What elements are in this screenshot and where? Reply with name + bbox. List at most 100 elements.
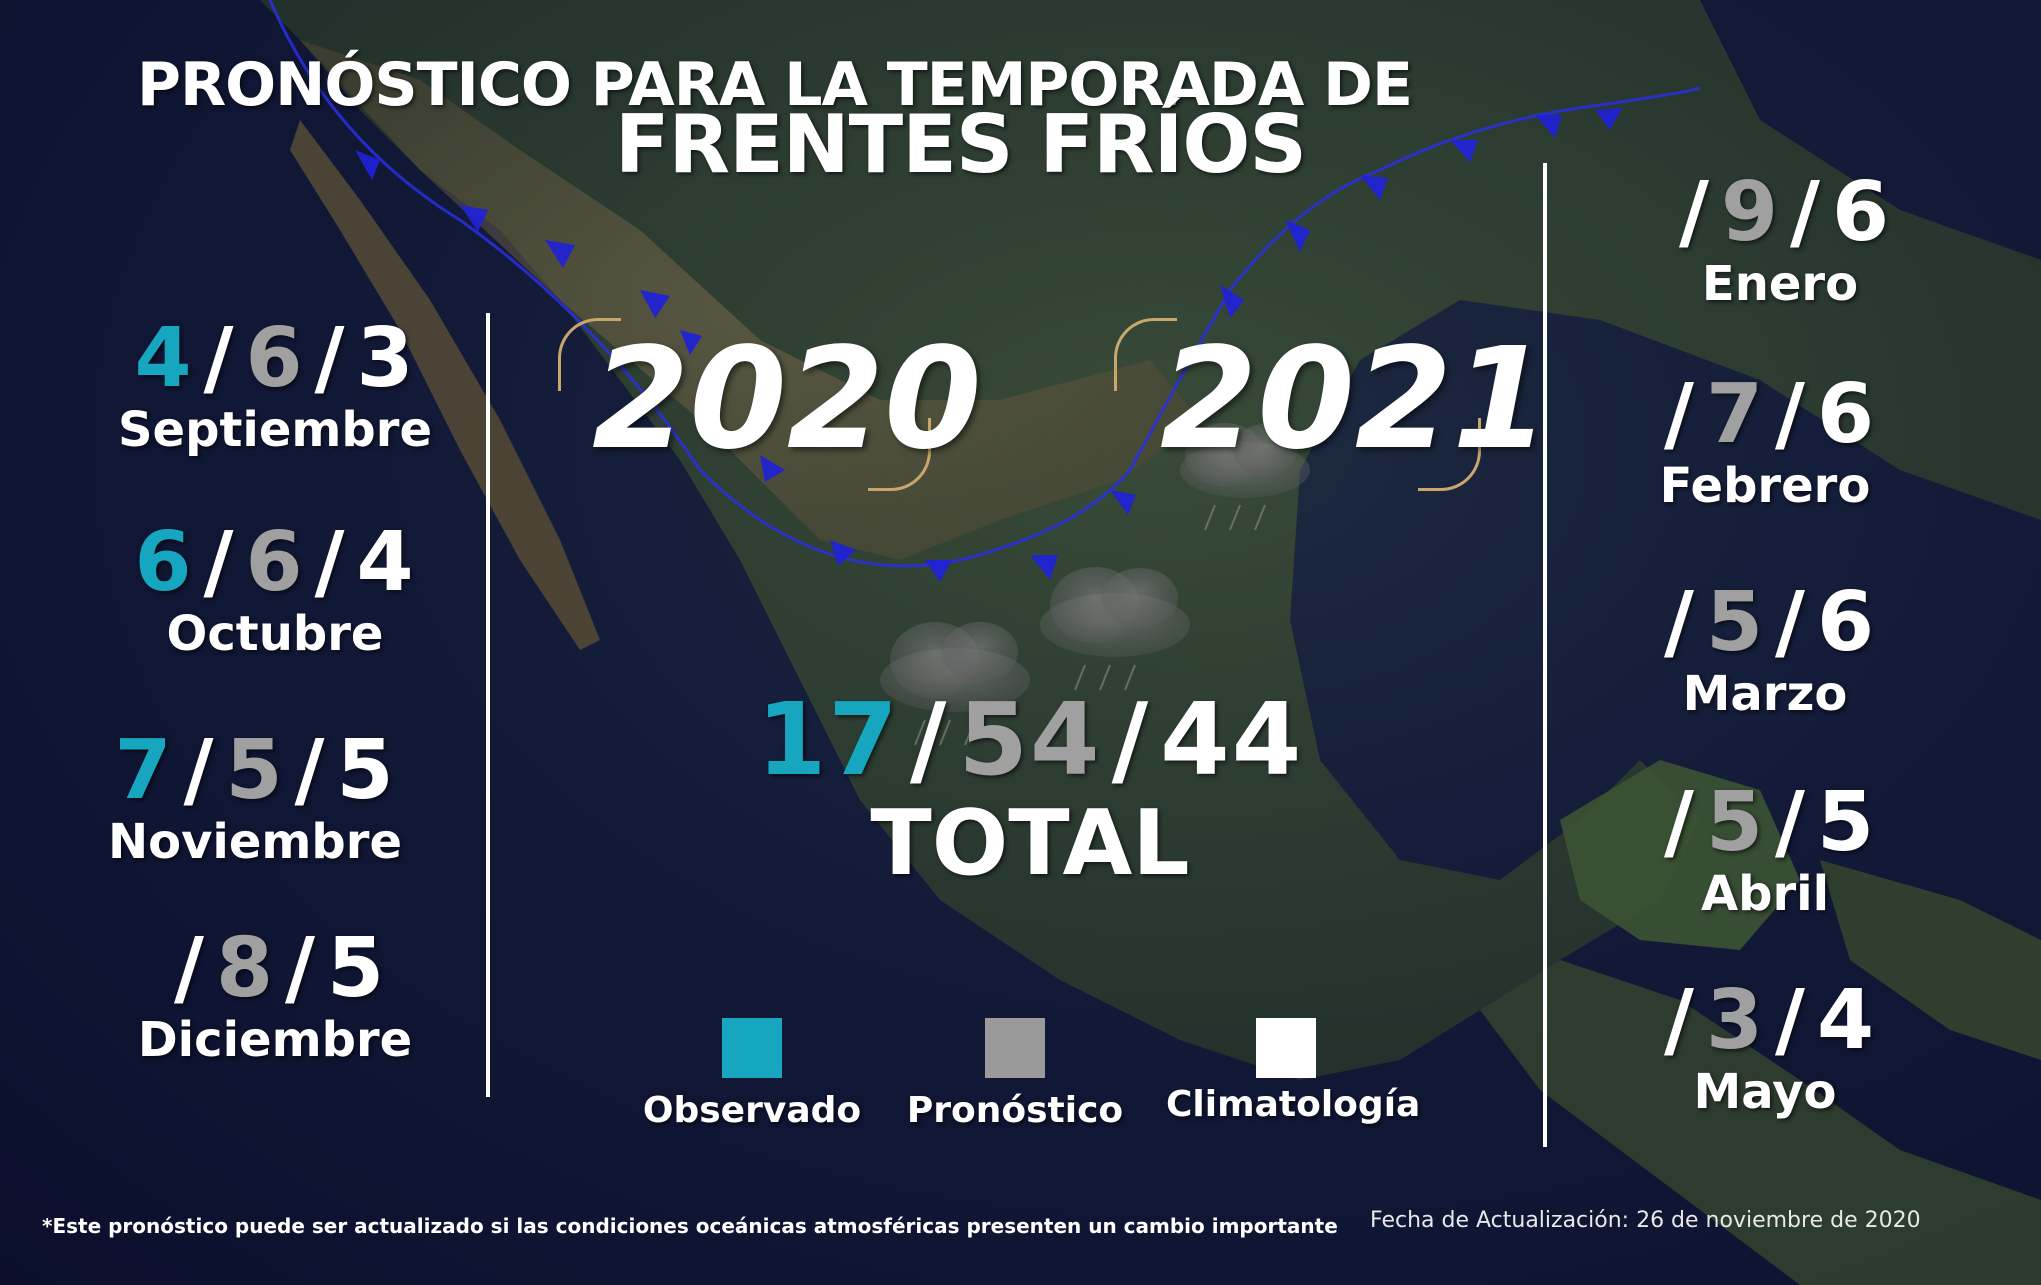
month-block-mayo: /3/4 Mayo — [1565, 980, 1965, 1119]
month-block-noviembre: 7/5/5 Noviembre — [60, 730, 450, 869]
forecast-count: 6 — [245, 515, 305, 610]
yucatan-peninsula — [1560, 760, 1800, 950]
climatology-count: 4 — [356, 515, 416, 610]
year-2021: 2021 — [1160, 318, 1550, 481]
forecast-count: 5 — [225, 723, 285, 818]
forecast-count: 5 — [1705, 575, 1765, 670]
climatology-count: 5 — [336, 723, 396, 818]
month-counts: /7/6 — [1565, 374, 1965, 456]
month-counts: /9/6 — [1580, 172, 1980, 254]
month-counts: 7/5/5 — [60, 730, 450, 812]
rain-streaks — [914, 504, 1266, 746]
legend-swatch-forecast — [985, 1018, 1045, 1078]
month-name: Mayo — [1693, 1064, 1837, 1120]
separator: / — [314, 311, 347, 406]
month-counts: 4/6/3 — [80, 318, 470, 400]
month-name: Abril — [1700, 866, 1830, 922]
climatology-count: 6 — [1831, 165, 1892, 260]
footnote: *Este pronóstico puede ser actualizado s… — [42, 1214, 1338, 1238]
total-counts: 17/54/44 — [690, 690, 1370, 790]
month-name: Diciembre — [137, 1012, 413, 1068]
total-climatology-count: 44 — [1160, 681, 1304, 798]
separator: / — [1790, 165, 1822, 260]
climatology-count: 5 — [326, 921, 387, 1016]
month-block-octubre: 6/6/4 Octubre — [80, 522, 470, 661]
month-counts: /5/6 — [1565, 582, 1965, 664]
year-2020: 2020 — [592, 318, 982, 481]
month-name: Marzo — [1682, 666, 1848, 722]
caribbean-islands — [1820, 860, 2041, 1060]
legend-observed: Observado — [632, 1018, 872, 1131]
separator: / — [1111, 681, 1151, 798]
separator: / — [203, 515, 236, 610]
title-line-1: PRONÓSTICO PARA LA TEMPORADA DE — [137, 50, 1413, 120]
total-forecast-count: 54 — [958, 681, 1102, 798]
climatology-count: 5 — [1816, 775, 1877, 870]
separator: / — [314, 515, 347, 610]
separator: / — [1775, 775, 1807, 870]
month-block-diciembre: /8/5 Diciembre — [80, 928, 470, 1067]
central-america — [1480, 960, 2041, 1285]
bracket-2020-top-left — [558, 318, 621, 391]
forecast-count: 9 — [1720, 165, 1780, 260]
month-block-abril: /5/5 Abril — [1565, 782, 1965, 921]
cold-front-triangles — [355, 108, 1622, 582]
legend-label-climatology: Climatología — [1166, 1084, 1421, 1125]
bracket-2020-bottom-right — [868, 418, 931, 491]
separator: / — [1663, 575, 1696, 670]
separator: / — [1678, 165, 1711, 260]
separator: / — [294, 723, 327, 818]
total-observed-count: 17 — [756, 681, 900, 798]
month-name: Febrero — [1659, 458, 1871, 514]
month-counts: /3/4 — [1565, 980, 1965, 1062]
forecast-count: 8 — [215, 921, 275, 1016]
month-block-enero: /9/6 Enero — [1580, 172, 1980, 311]
desert-region — [300, 40, 1200, 560]
month-block-septiembre: 4/6/3 Septiembre — [80, 318, 470, 457]
legend-forecast: Pronóstico — [895, 1018, 1135, 1131]
baja-california — [290, 120, 600, 650]
cold-front-line-east — [1128, 86, 1701, 471]
legend-label-observed: Observado — [642, 1090, 862, 1131]
observed-count: 7 — [114, 723, 174, 818]
bracket-2021-bottom-right — [1418, 418, 1481, 491]
rain-cloud-icon-2 — [1040, 567, 1190, 657]
separator: / — [1663, 973, 1696, 1068]
month-block-febrero: /7/6 Febrero — [1565, 374, 1965, 513]
climatology-count: 6 — [1816, 367, 1877, 462]
bracket-2021-top-left — [1114, 318, 1177, 391]
separator: / — [183, 723, 216, 818]
observed-count: 4 — [134, 311, 194, 406]
separator: / — [1775, 367, 1807, 462]
month-counts: /5/5 — [1565, 782, 1965, 864]
climatology-count: 4 — [1816, 973, 1877, 1068]
separator: / — [1663, 775, 1696, 870]
forecast-count: 3 — [1705, 973, 1765, 1068]
cold-front-line-west — [268, 0, 1132, 568]
forecast-count: 7 — [1705, 367, 1765, 462]
legend-swatch-observed — [722, 1018, 782, 1078]
forecast-count: 6 — [245, 311, 305, 406]
legend-swatch-climatology — [1256, 1018, 1316, 1078]
month-name: Enero — [1701, 256, 1859, 312]
legend-label-forecast: Pronóstico — [906, 1090, 1124, 1131]
total-block: 17/54/44 TOTAL — [690, 690, 1370, 896]
separator: / — [1663, 367, 1696, 462]
title-line-2: FRENTES FRÍOS — [614, 98, 1307, 191]
update-date: Fecha de Actualización: 26 de noviembre … — [1370, 1208, 1921, 1233]
rain-cloud-icon-1 — [1180, 423, 1310, 498]
separator: / — [1775, 973, 1807, 1068]
total-label: TOTAL — [870, 791, 1190, 896]
separator: / — [203, 311, 236, 406]
divider-left — [486, 313, 490, 1097]
legend-climatology: Climatología — [1166, 1018, 1421, 1125]
climatology-count: 6 — [1816, 575, 1877, 670]
separator: / — [173, 921, 206, 1016]
month-name: Octubre — [166, 606, 384, 662]
divider-right — [1543, 163, 1547, 1147]
separator: / — [285, 921, 317, 1016]
separator: / — [1775, 575, 1807, 670]
climatology-count: 3 — [356, 311, 416, 406]
